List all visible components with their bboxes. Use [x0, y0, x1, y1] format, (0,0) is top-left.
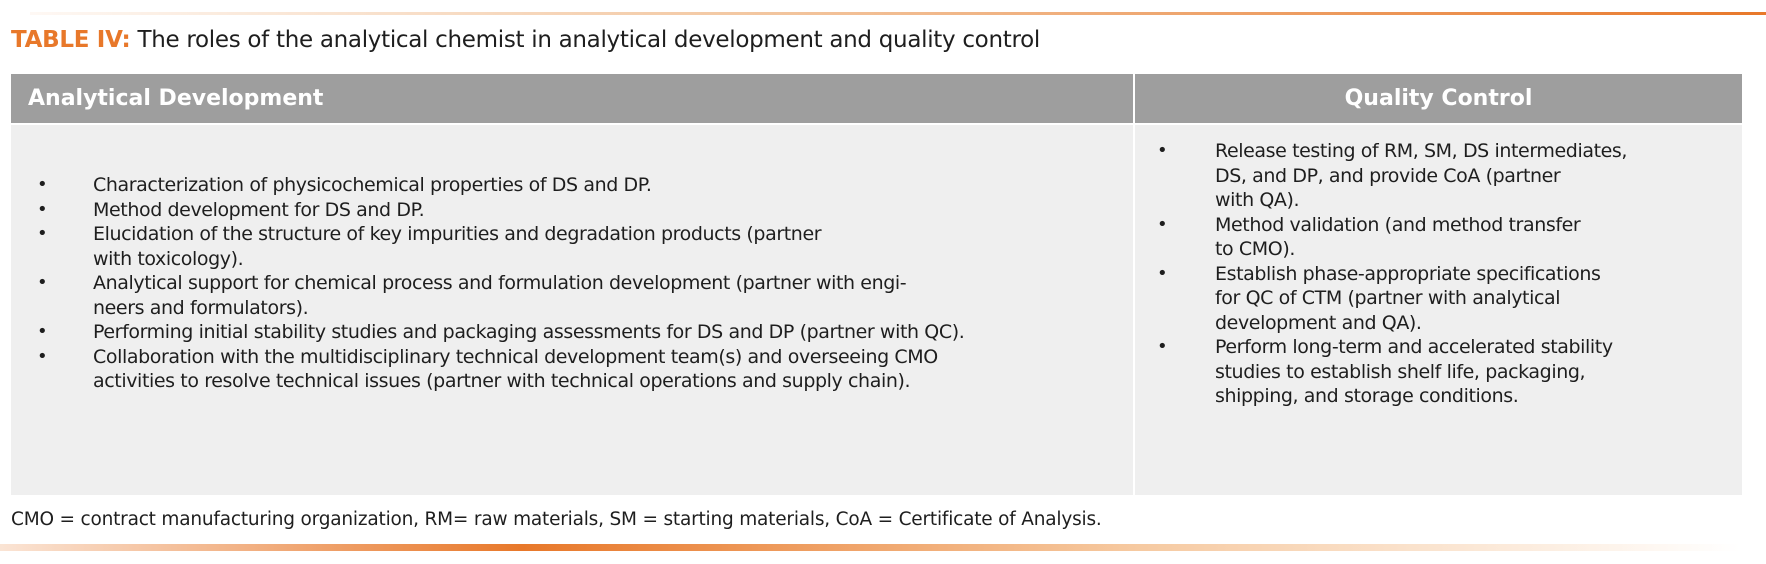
text-line: studies to establish shelf life, packagi…: [1215, 360, 1586, 383]
header-analytical-development: Analytical Development: [11, 74, 1133, 123]
bullet-icon: •: [37, 198, 48, 220]
bullet-icon: •: [1157, 336, 1168, 357]
list-item-text: Collaboration with the multidisciplinary…: [93, 345, 964, 394]
text-line: Analytical support for chemical process …: [93, 272, 907, 294]
bullet-icon: •: [37, 223, 48, 244]
bullet-icon: •: [37, 321, 48, 342]
list-item-text: Characterization of physicochemical prop…: [93, 173, 964, 198]
list-item-text: Method development for DS and DP.: [93, 198, 964, 223]
bottom-decorative-rule: [0, 544, 1740, 551]
text-line: Elucidation of the structure of key impu…: [93, 223, 822, 245]
table-label: TABLE IV:: [11, 27, 131, 53]
bullet-icon: •: [37, 174, 48, 195]
list-item: • Method validation (and method transfer t…: [1135, 213, 1627, 262]
list-item: • Elucidation of the structure of key imp…: [11, 222, 964, 271]
table-title: The roles of the analytical chemist in a…: [130, 27, 1040, 53]
cell-quality-control: • Release testing of RM, SM, DS intermedi…: [1135, 125, 1742, 495]
list-item-text: Establish phase-appropriate specificatio…: [1215, 262, 1627, 336]
text-line: Release testing of RM, SM, DS intermedia…: [1215, 140, 1628, 162]
text-line: DS, and DP, and provide CoA (partner: [1215, 164, 1561, 187]
list-item: • Characterization of physicochemical pro…: [11, 173, 964, 198]
table-footnote: CMO = contract manufacturing organizatio…: [11, 509, 1102, 530]
text-line: Perform long-term and accelerated stabil…: [1215, 336, 1613, 358]
text-line: neers and formulators).: [93, 296, 309, 319]
table-caption: TABLE IV: The roles of the analytical ch…: [11, 27, 1040, 53]
cell-analytical-development: • Characterization of physicochemical pro…: [11, 125, 1133, 495]
top-decorative-rule: [30, 12, 1766, 15]
list-item: • Establish phase-appropriate specificati…: [1135, 262, 1627, 336]
bullet-icon: •: [37, 345, 48, 367]
text-line: with toxicology).: [93, 247, 244, 270]
text-line: Establish phase-appropriate specificatio…: [1215, 262, 1601, 285]
bullet-list: • Characterization of physicochemical pro…: [11, 173, 965, 394]
text-line: development and QA).: [1215, 311, 1422, 334]
text-line: for QC of CTM (partner with analytical: [1215, 287, 1561, 309]
text-line: Characterization of physicochemical prop…: [93, 174, 652, 196]
text-line: Method development for DS and DP.: [93, 198, 425, 221]
text-line: activities to resolve technical issues (…: [93, 370, 911, 392]
list-item-text: Analytical support for chemical process …: [93, 271, 964, 320]
text-line: Method validation (and method transfer: [1215, 213, 1581, 236]
roles-table: Analytical Development Quality Control •…: [11, 74, 1742, 495]
list-item: • Performing initial stability studies an…: [11, 320, 965, 345]
list-item-text: Elucidation of the structure of key impu…: [93, 222, 964, 271]
header-quality-control: Quality Control: [1135, 74, 1742, 123]
text-line: Performing initial stability studies and…: [93, 321, 965, 343]
text-line: with QA).: [1215, 189, 1300, 211]
list-item: • Method development for DS and DP.: [11, 198, 964, 223]
bullet-icon: •: [1157, 262, 1168, 284]
list-item: • Collaboration with the multidisciplinar…: [11, 345, 964, 394]
text-line: to CMO).: [1215, 238, 1295, 260]
list-item-text: Perform long-term and accelerated stabil…: [1215, 335, 1627, 409]
list-item-text: Method validation (and method transfer to…: [1215, 213, 1627, 262]
bullet-list: • Release testing of RM, SM, DS intermedi…: [1135, 139, 1627, 409]
list-item: • Release testing of RM, SM, DS intermedi…: [1135, 139, 1627, 213]
text-line: Collaboration with the multidisciplinary…: [93, 345, 938, 368]
list-item-text: Performing initial stability studies and…: [93, 320, 965, 345]
bullet-icon: •: [1157, 140, 1168, 161]
bullet-icon: •: [1157, 213, 1168, 235]
list-item: • Analytical support for chemical process…: [11, 271, 964, 320]
list-item: • Perform long-term and accelerated stabi…: [1135, 335, 1627, 409]
text-line: shipping, and storage conditions.: [1215, 385, 1519, 407]
bullet-icon: •: [37, 272, 48, 293]
list-item-text: Release testing of RM, SM, DS intermedia…: [1215, 139, 1627, 213]
